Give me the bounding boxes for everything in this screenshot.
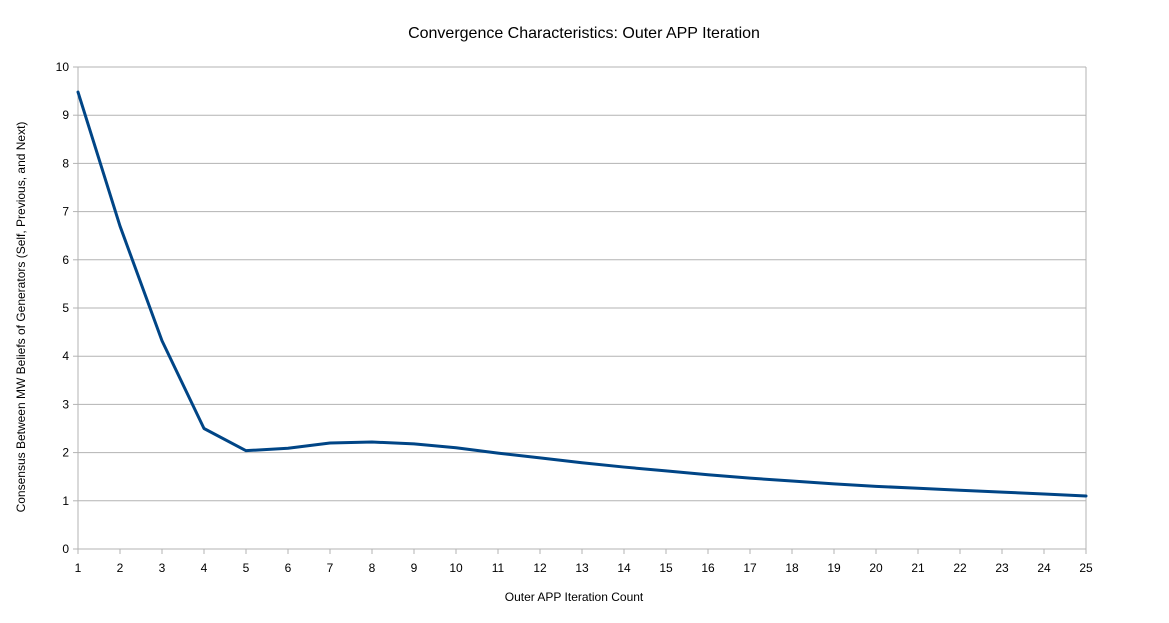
x-tick-label: 17 bbox=[743, 561, 757, 575]
y-tick-label: 1 bbox=[62, 494, 69, 508]
x-tick-label: 10 bbox=[449, 561, 463, 575]
x-tick-label: 18 bbox=[785, 561, 799, 575]
x-tick-label: 1 bbox=[75, 561, 82, 575]
x-axis-ticks: 1 2 3 4 5 6 7 8 9 10 11 12 13 14 15 16 17 18 19 20 21 22 23 24 2… bbox=[75, 549, 1093, 575]
x-tick-label: 24 bbox=[1037, 561, 1051, 575]
x-tick-label: 5 bbox=[243, 561, 250, 575]
y-tick-label: 3 bbox=[62, 397, 69, 411]
x-tick-label: 23 bbox=[995, 561, 1009, 575]
y-tick-label: 6 bbox=[62, 253, 69, 267]
y-tick-label: 2 bbox=[62, 446, 69, 460]
x-tick-label: 12 bbox=[533, 561, 547, 575]
x-tick-label: 21 bbox=[911, 561, 925, 575]
x-tick-label: 16 bbox=[701, 561, 715, 575]
x-tick-label: 13 bbox=[575, 561, 589, 575]
y-tick-label: 10 bbox=[56, 60, 70, 74]
x-tick-label: 11 bbox=[492, 561, 505, 575]
y-axis-ticks: 0 1 2 3 4 5 6 7 8 9 10 bbox=[56, 60, 78, 556]
y-tick-label: 8 bbox=[62, 156, 69, 170]
x-tick-label: 7 bbox=[327, 561, 334, 575]
y-tick-label: 4 bbox=[62, 349, 69, 363]
x-tick-label: 3 bbox=[159, 561, 166, 575]
x-tick-label: 14 bbox=[617, 561, 631, 575]
y-tick-label: 0 bbox=[62, 542, 69, 556]
x-tick-label: 25 bbox=[1079, 561, 1093, 575]
series-line bbox=[76, 90, 1088, 498]
x-axis-label: Outer APP Iteration Count bbox=[505, 590, 644, 604]
y-tick-label: 5 bbox=[62, 301, 69, 315]
x-tick-label: 4 bbox=[201, 561, 208, 575]
y-tick-label: 9 bbox=[62, 108, 69, 122]
x-tick-label: 22 bbox=[953, 561, 967, 575]
chart-title: Convergence Characteristics: Outer APP I… bbox=[408, 25, 760, 42]
series-group bbox=[76, 90, 1088, 498]
x-tick-label: 8 bbox=[369, 561, 376, 575]
gridlines bbox=[78, 66, 1086, 550]
x-tick-label: 15 bbox=[659, 561, 673, 575]
x-tick-label: 9 bbox=[411, 561, 418, 575]
x-tick-label: 6 bbox=[285, 561, 292, 575]
y-tick-label: 7 bbox=[62, 205, 69, 219]
x-tick-label: 2 bbox=[117, 561, 124, 575]
x-tick-label: 20 bbox=[869, 561, 883, 575]
x-tick-label: 19 bbox=[827, 561, 841, 575]
y-axis-label: Consensus Between MW Beliefs of Generato… bbox=[14, 122, 28, 513]
